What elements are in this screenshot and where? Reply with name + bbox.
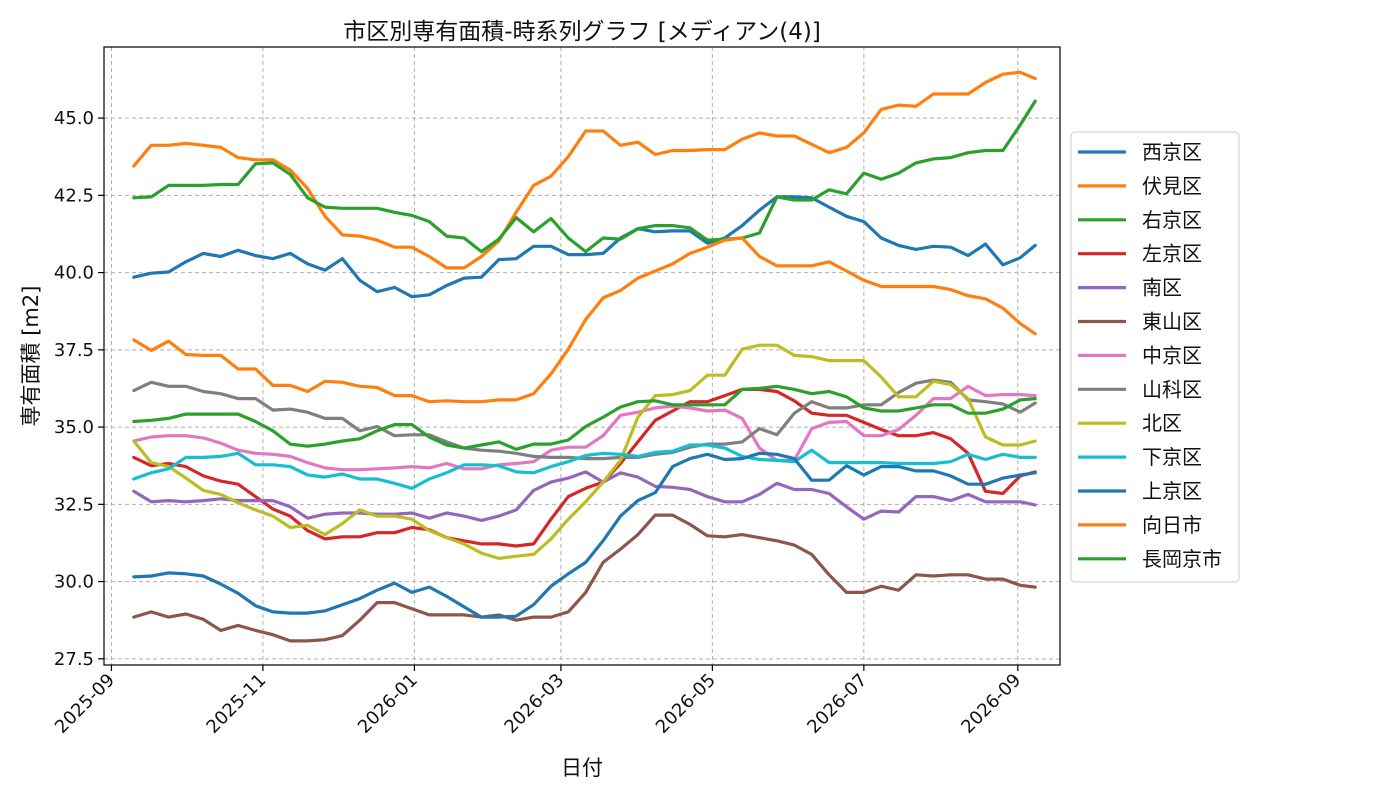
legend-label: 中京区 [1142, 343, 1202, 367]
series-line-4 [132, 387, 1037, 548]
series-line-9 [132, 343, 1037, 561]
legend-label: 上京区 [1142, 479, 1202, 503]
series-line-12 [132, 236, 1037, 404]
legend-label: 向日市 [1142, 513, 1202, 537]
chart-title: 市区別専有面積-時系列グラフ [メディアン(4)] [343, 19, 821, 45]
legend-label: 東山区 [1142, 310, 1202, 334]
x-tick-label: 2026-03 [500, 670, 568, 738]
x-tick-label: 2026-05 [652, 670, 720, 738]
y-tick-label: 32.5 [54, 494, 94, 515]
x-tick-label: 2026-07 [803, 670, 871, 738]
series-line-5 [132, 470, 1037, 523]
x-tick-label: 2025-09 [51, 670, 119, 738]
series-line-1 [132, 195, 1037, 299]
y-tick-label: 27.5 [54, 649, 94, 670]
x-tick-label: 2026-01 [354, 670, 422, 738]
y-tick-label: 35.0 [54, 417, 94, 438]
x-tick-label: 2026-09 [957, 670, 1025, 738]
legend-label: 下京区 [1142, 445, 1202, 469]
legend-label: 右京区 [1142, 208, 1202, 232]
series-line-11 [132, 451, 1037, 619]
legend-label: 西京区 [1142, 140, 1202, 164]
series-lines [132, 70, 1037, 643]
series-line-6 [132, 513, 1037, 643]
series-line-8 [132, 378, 1037, 461]
y-tick-label: 45.0 [54, 108, 94, 129]
y-tick-label: 42.5 [54, 185, 94, 206]
legend-label: 長岡京市 [1142, 547, 1222, 571]
series-line-13 [132, 384, 1037, 451]
series-line-7 [132, 384, 1037, 472]
y-tick-label: 40.0 [54, 263, 94, 284]
series-line-2 [132, 70, 1037, 270]
legend-label: 南区 [1142, 276, 1182, 300]
plot-frame [103, 46, 1061, 666]
legend-label: 北区 [1142, 411, 1182, 435]
gridlines [104, 47, 1060, 665]
legend-label: 山科区 [1142, 377, 1202, 401]
series-line-10 [132, 443, 1037, 490]
x-axis-label: 日付 [561, 756, 603, 780]
legend-frame [1070, 131, 1240, 583]
y-axis-label: 専有面積 [m2] [19, 286, 43, 427]
legend-label: 左京区 [1142, 242, 1202, 266]
series-line-3 [132, 99, 1037, 254]
y-tick-label: 37.5 [54, 340, 94, 361]
legend-label: 伏見区 [1142, 174, 1202, 198]
y-tick-label: 30.0 [54, 572, 94, 593]
y-axis-ticks: 27.5 30.0 32.5 35.0 37.5 40.0 42.5 45.0 [54, 108, 104, 670]
x-axis-ticks: 2025-09 2025-11 2026-01 2026-03 2026-05 2026-… [51, 665, 1025, 738]
x-tick-label: 2025-11 [202, 670, 270, 738]
